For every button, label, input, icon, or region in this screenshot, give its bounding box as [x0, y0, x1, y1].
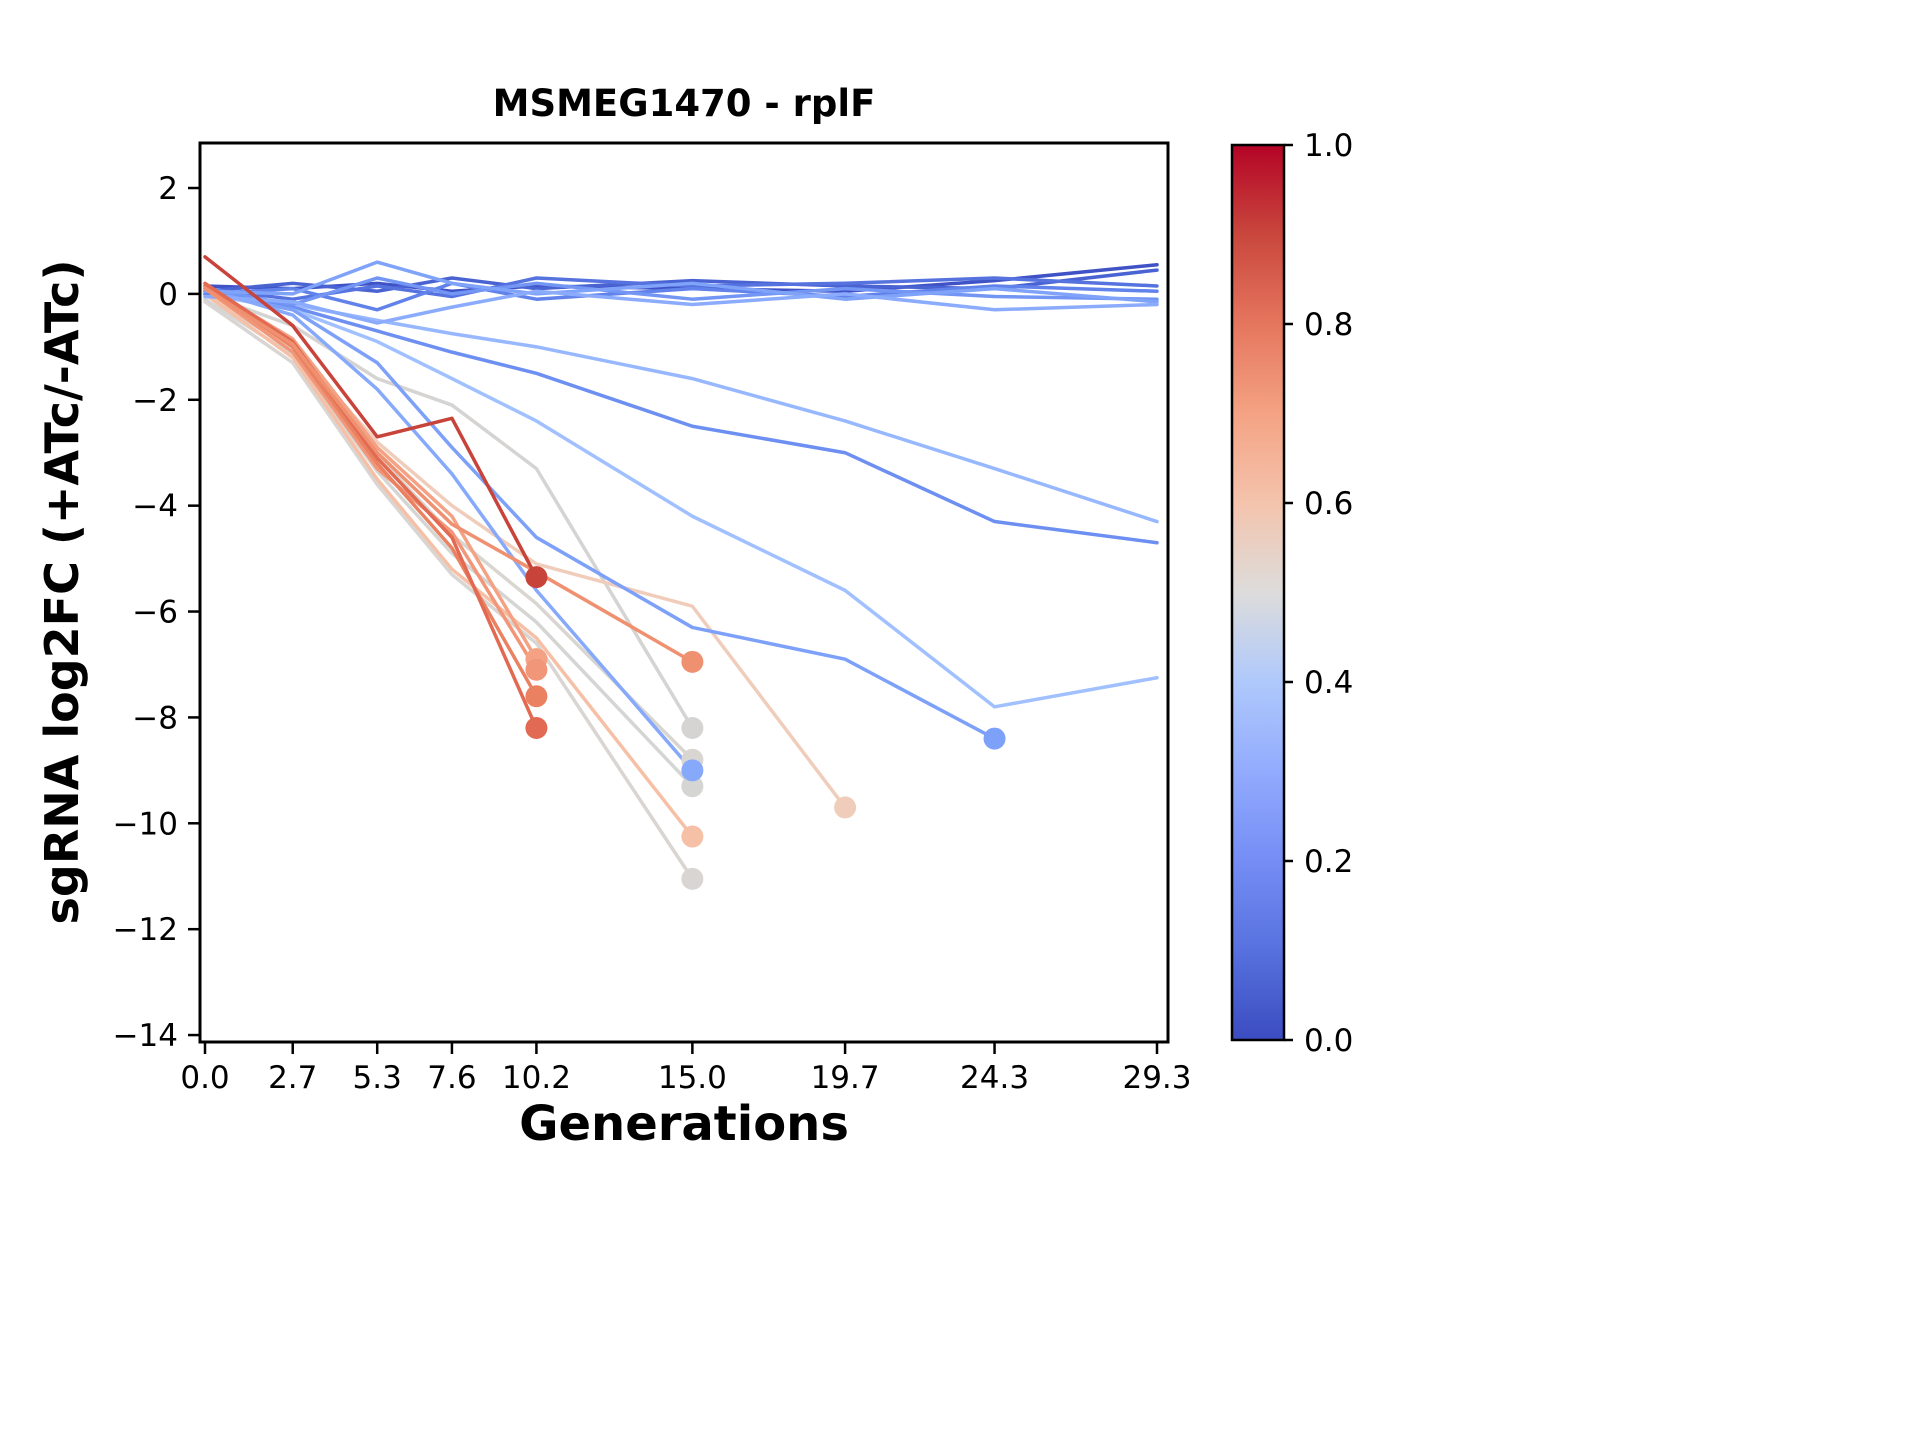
plot-border [198, 141, 1170, 1044]
series-end-marker [681, 717, 704, 740]
y-tick-label: −12 [113, 912, 178, 948]
y-tick-label: 0 [158, 277, 178, 313]
series-end-marker [681, 759, 704, 782]
series-end-marker [834, 796, 857, 819]
series-line [203, 292, 695, 730]
y-tick-label: 2 [158, 171, 178, 207]
y-tick-label: −14 [113, 1018, 178, 1054]
series-line [203, 255, 539, 579]
series-end-marker [681, 775, 704, 798]
x-tick-label: 19.7 [811, 1060, 880, 1096]
series-line [203, 292, 695, 839]
series-line [203, 286, 539, 672]
series-end-marker [681, 825, 704, 848]
y-tick-label: −4 [132, 489, 178, 525]
x-tick-label: 24.3 [960, 1060, 1029, 1096]
series-line [203, 260, 1159, 304]
y-tick-label: −6 [132, 595, 178, 631]
colorbar-gradient [1232, 145, 1284, 1040]
series-line [203, 276, 1159, 307]
colorbar-tick-label: 0.0 [1304, 1023, 1353, 1059]
colorbar-tick-label: 0.2 [1304, 844, 1353, 880]
x-tick-label: 10.2 [502, 1060, 571, 1096]
series-end-marker [525, 566, 548, 589]
series-line [203, 284, 539, 698]
x-tick-label: 0.0 [180, 1060, 229, 1096]
colorbar-tick-label: 0.6 [1304, 486, 1353, 522]
series-end-marker [681, 867, 704, 890]
x-tick-label: 5.3 [353, 1060, 402, 1096]
series-line [203, 281, 539, 730]
y-tick-label: −8 [132, 700, 178, 736]
series-end-marker [983, 727, 1006, 750]
series-end-marker [525, 685, 548, 708]
series-line [203, 292, 1159, 709]
x-tick-label: 29.3 [1122, 1060, 1191, 1096]
colorbar-tick-label: 0.8 [1304, 307, 1353, 343]
series-line [203, 289, 1159, 325]
series-end-marker [681, 650, 704, 673]
series-line [203, 289, 997, 741]
series-line [203, 286, 695, 773]
series-line [203, 300, 695, 881]
y-tick-label: −2 [132, 383, 178, 419]
series-line [203, 268, 1159, 294]
x-tick-label: 15.0 [658, 1060, 727, 1096]
colorbar-tick-label: 1.0 [1304, 128, 1353, 164]
series-line [203, 289, 1159, 545]
x-axis-label: Generations [519, 1096, 849, 1152]
colorbar-border [1230, 143, 1286, 1042]
colorbar-tick-label: 0.4 [1304, 665, 1353, 701]
series-end-marker [525, 717, 548, 740]
x-tick-label: 2.7 [268, 1060, 317, 1096]
series-end-marker [525, 658, 548, 681]
y-tick-label: −10 [113, 806, 178, 842]
series-line [203, 286, 695, 664]
x-tick-label: 7.6 [427, 1060, 476, 1096]
chart-title: MSMEG1470 - rplF [492, 82, 876, 125]
